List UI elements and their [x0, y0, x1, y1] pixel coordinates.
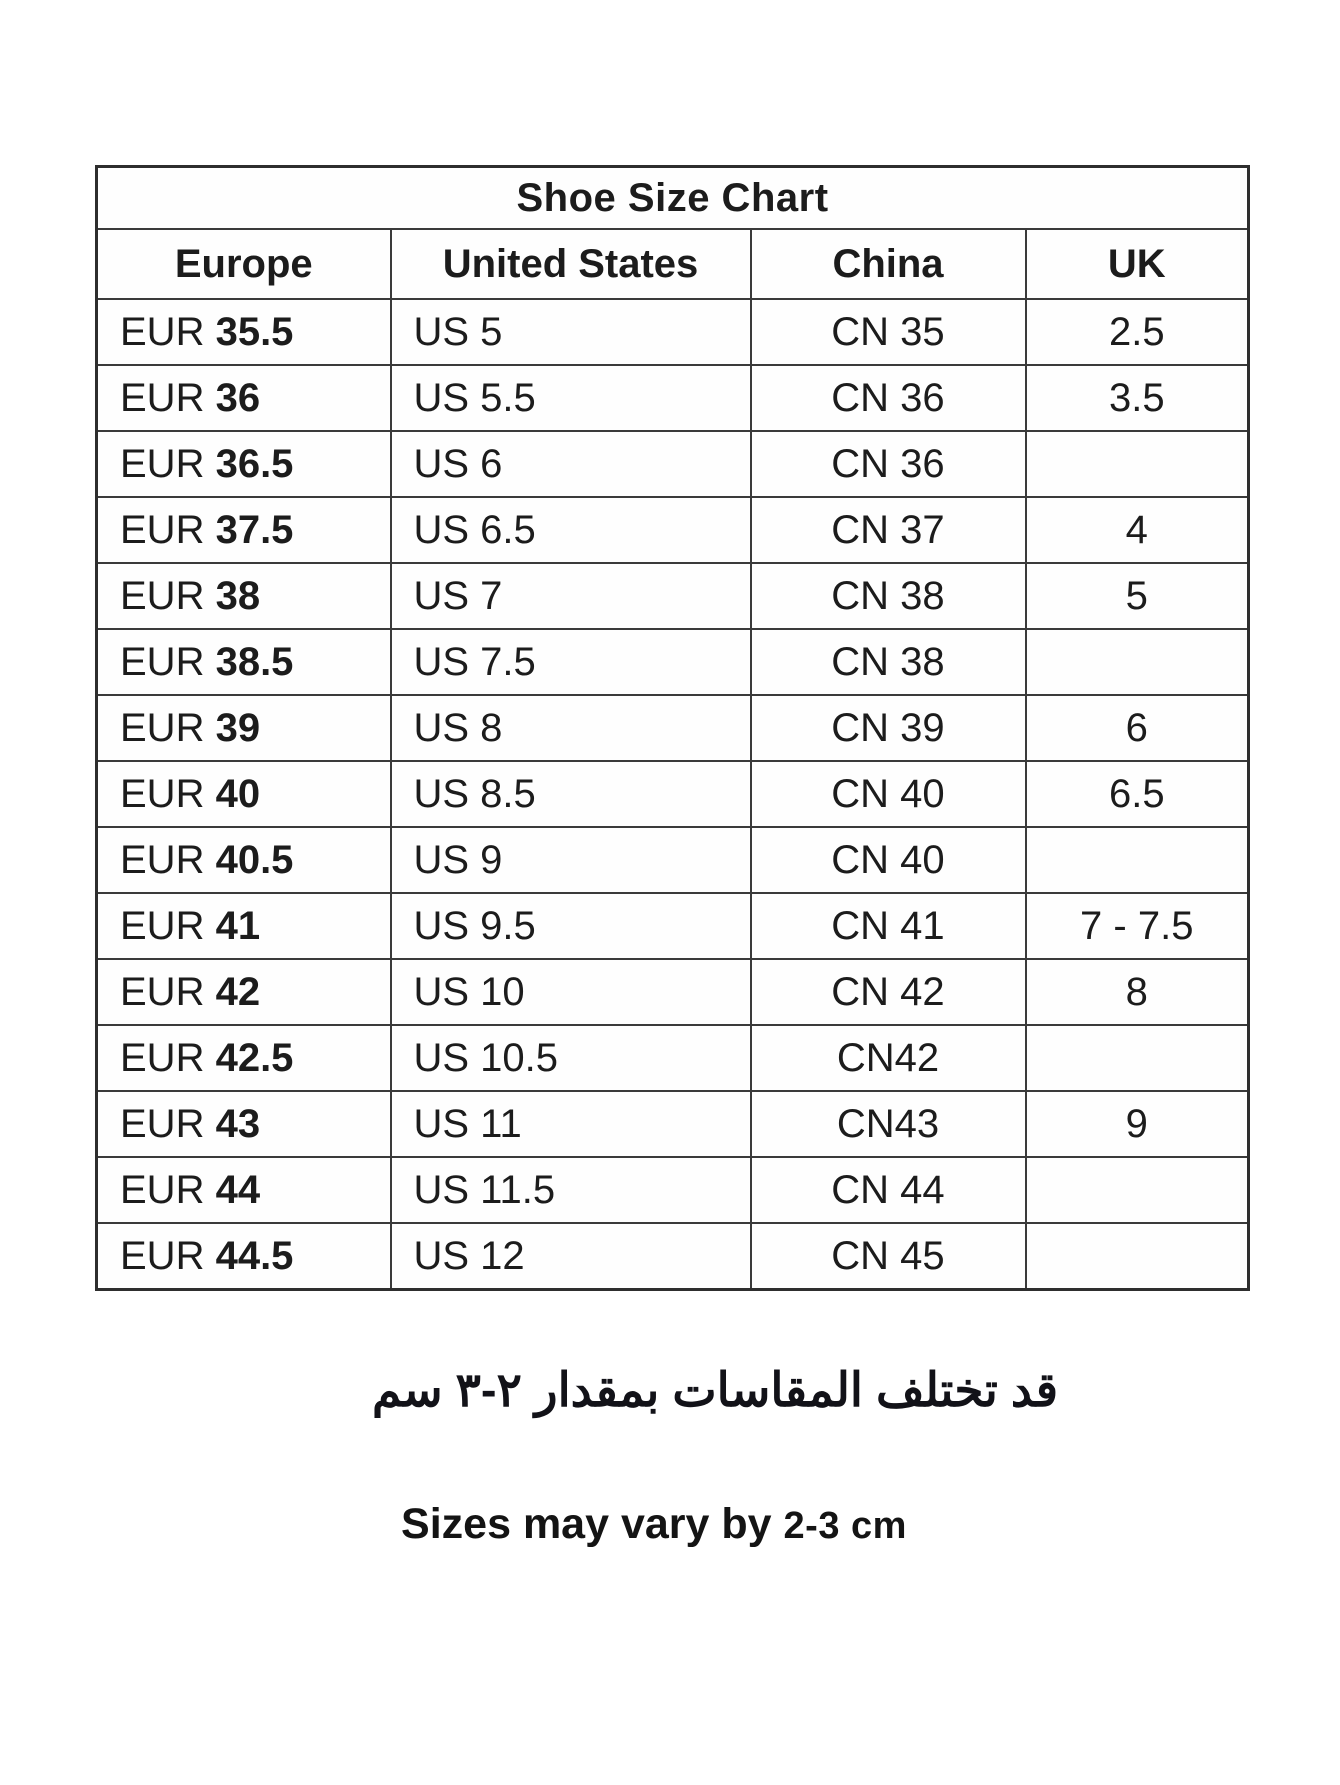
uk-cell: [1024, 826, 1250, 894]
europe-cell: EUR 38: [95, 562, 392, 630]
uk-cell: [1024, 430, 1250, 498]
europe-cell: EUR 44.5: [95, 1222, 392, 1291]
china-cell: CN43: [749, 1090, 1027, 1158]
table-row: EUR 40 US 8.5 CN 40 6.5: [95, 760, 1250, 828]
header-row: Europe United States China UK: [95, 228, 1250, 300]
china-cell: CN 45: [749, 1222, 1027, 1291]
header-uk: UK: [1024, 228, 1250, 300]
china-cell: CN42: [749, 1024, 1027, 1092]
table-row: EUR 43 US 11 CN43 9: [95, 1090, 1250, 1158]
table-row: EUR 36.5 US 6 CN 36: [95, 430, 1250, 498]
us-cell: US 11: [389, 1090, 752, 1158]
us-cell: US 8.5: [389, 760, 752, 828]
table-row: EUR 44 US 11.5 CN 44: [95, 1156, 1250, 1224]
uk-cell: 7 - 7.5: [1024, 892, 1250, 960]
us-cell: US 9: [389, 826, 752, 894]
europe-cell: EUR 43: [95, 1090, 392, 1158]
size-table-body: EUR 35.5 US 5 CN 35 2.5 EUR 36 US 5.5 CN 36 3.5…: [95, 298, 1250, 1291]
europe-cell: EUR 42.5: [95, 1024, 392, 1092]
shoe-size-table: Shoe Size Chart Europe United States Chi…: [95, 165, 1251, 1291]
europe-cell: EUR 40.5: [95, 826, 392, 894]
china-cell: CN 41: [749, 892, 1027, 960]
europe-cell: EUR 41: [95, 892, 392, 960]
europe-cell: EUR 38.5: [95, 628, 392, 696]
china-cell: CN 36: [749, 430, 1027, 498]
table-row: EUR 40.5 US 9 CN 40: [95, 826, 1250, 894]
china-cell: CN 39: [749, 694, 1027, 762]
uk-cell: 3.5: [1024, 364, 1250, 432]
table-row: EUR 35.5 US 5 CN 35 2.5: [95, 298, 1250, 366]
uk-cell: [1024, 628, 1250, 696]
table-row: EUR 42.5 US 10.5 CN42: [95, 1024, 1250, 1092]
china-cell: CN 38: [749, 628, 1027, 696]
uk-cell: [1024, 1222, 1250, 1291]
table-row: EUR 36 US 5.5 CN 36 3.5: [95, 364, 1250, 432]
table-row: EUR 44.5 US 12 CN 45: [95, 1222, 1250, 1291]
china-cell: CN 40: [749, 826, 1027, 894]
europe-cell: EUR 36.5: [95, 430, 392, 498]
table-row: EUR 38 US 7 CN 38 5: [95, 562, 1250, 630]
english-note-size-range: 2-3 cm: [783, 1505, 907, 1547]
table-row: EUR 37.5 US 6.5 CN 37 4: [95, 496, 1250, 564]
header-china: China: [749, 228, 1027, 300]
table-row: EUR 42 US 10 CN 42 8: [95, 958, 1250, 1026]
europe-cell: EUR 44: [95, 1156, 392, 1224]
table-row: EUR 38.5 US 7.5 CN 38: [95, 628, 1250, 696]
us-cell: US 5.5: [389, 364, 752, 432]
header-europe: Europe: [95, 228, 392, 300]
us-cell: US 12: [389, 1222, 752, 1291]
uk-cell: 9: [1024, 1090, 1250, 1158]
europe-cell: EUR 37.5: [95, 496, 392, 564]
title-row: Shoe Size Chart: [95, 165, 1250, 230]
us-cell: US 10: [389, 958, 752, 1026]
uk-cell: 8: [1024, 958, 1250, 1026]
uk-cell: [1024, 1024, 1250, 1092]
us-cell: US 6: [389, 430, 752, 498]
arabic-note: قد تختلف المقاسات بمقدار ٢-٣ سم: [371, 1363, 1059, 1416]
europe-cell: EUR 42: [95, 958, 392, 1026]
uk-cell: 6.5: [1024, 760, 1250, 828]
uk-cell: 6: [1024, 694, 1250, 762]
europe-cell: EUR 39: [95, 694, 392, 762]
table-title: Shoe Size Chart: [95, 165, 1250, 230]
header-united-states: United States: [389, 228, 752, 300]
us-cell: US 7.5: [389, 628, 752, 696]
english-note-text: Sizes may vary by: [401, 1500, 772, 1548]
china-cell: CN 37: [749, 496, 1027, 564]
uk-cell: 4: [1024, 496, 1250, 564]
us-cell: US 6.5: [389, 496, 752, 564]
china-cell: CN 44: [749, 1156, 1027, 1224]
us-cell: US 11.5: [389, 1156, 752, 1224]
europe-cell: EUR 40: [95, 760, 392, 828]
uk-cell: 2.5: [1024, 298, 1250, 366]
china-cell: CN 42: [749, 958, 1027, 1026]
us-cell: US 5: [389, 298, 752, 366]
us-cell: US 10.5: [389, 1024, 752, 1092]
table-row: EUR 39 US 8 CN 39 6: [95, 694, 1250, 762]
china-cell: CN 36: [749, 364, 1027, 432]
uk-cell: [1024, 1156, 1250, 1224]
china-cell: CN 35: [749, 298, 1027, 366]
table-row: EUR 41 US 9.5 CN 41 7 - 7.5: [95, 892, 1250, 960]
us-cell: US 7: [389, 562, 752, 630]
europe-cell: EUR 35.5: [95, 298, 392, 366]
europe-cell: EUR 36: [95, 364, 392, 432]
china-cell: CN 40: [749, 760, 1027, 828]
us-cell: US 9.5: [389, 892, 752, 960]
uk-cell: 5: [1024, 562, 1250, 630]
us-cell: US 8: [389, 694, 752, 762]
china-cell: CN 38: [749, 562, 1027, 630]
english-note: Sizes may vary by 2-3 cm: [0, 1500, 1324, 1549]
